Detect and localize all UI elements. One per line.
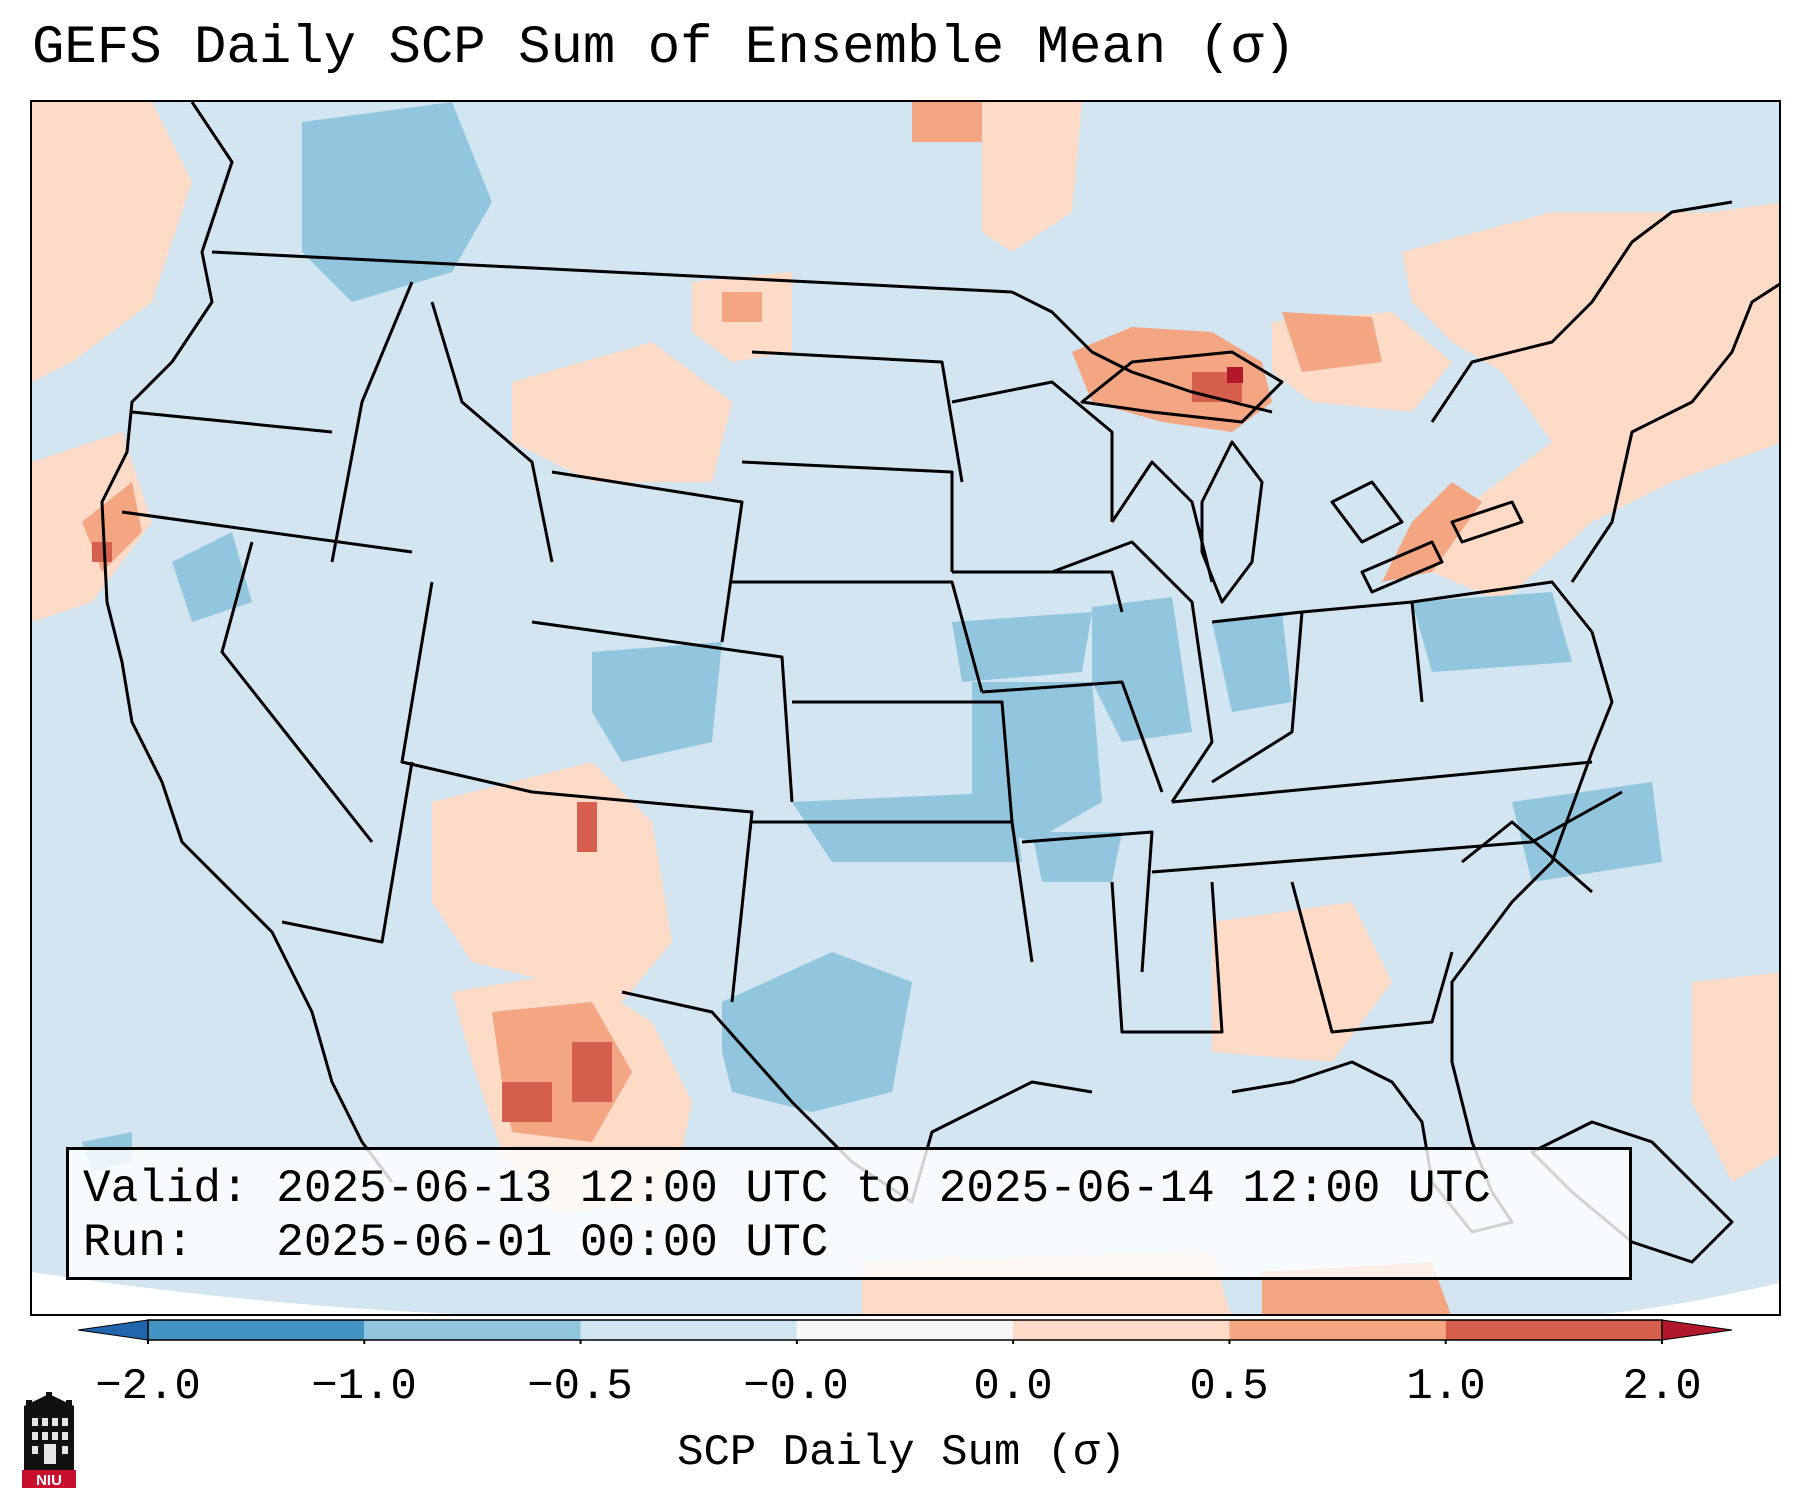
anomaly-moderate-montana bbox=[722, 292, 762, 322]
colorbar-tick: 1.0 bbox=[1406, 1362, 1486, 1412]
valid-time-text: Valid: 2025-06-13 12:00 UTC to 2025-06-1… bbox=[83, 1163, 1491, 1215]
canada-border-lakes bbox=[1011, 290, 1273, 414]
anomaly-positive-manitoba bbox=[982, 102, 1082, 252]
ohio-border bbox=[1301, 600, 1424, 703]
colorbar-segment bbox=[148, 1320, 365, 1340]
colorbar-segment bbox=[1229, 1320, 1446, 1340]
colorado-north-border bbox=[531, 620, 794, 803]
anomaly-positive-arizona bbox=[432, 762, 672, 1002]
lake-erie bbox=[1360, 540, 1444, 594]
colorbar-tick: 0.5 bbox=[1189, 1362, 1269, 1412]
mississippi-alabama-border bbox=[1110, 881, 1224, 1034]
washington-oregon-border bbox=[131, 410, 333, 434]
anomaly-max-lake-superior bbox=[1227, 367, 1243, 383]
anomaly-negative-oklahoma bbox=[792, 792, 1022, 862]
anomaly-negative-washington bbox=[302, 102, 492, 302]
colorbar-segments bbox=[77, 1319, 1733, 1344]
utah-border bbox=[400, 581, 533, 794]
pennsylvania-border bbox=[1411, 580, 1594, 633]
illinois-border bbox=[1051, 540, 1214, 803]
anomaly-positive-northeast bbox=[1402, 202, 1779, 602]
lake-michigan bbox=[1200, 440, 1264, 604]
colorbar-tick: −0.5 bbox=[527, 1362, 633, 1412]
minnesota-border bbox=[951, 380, 1114, 522]
colorbar-tick: 0.0 bbox=[973, 1362, 1053, 1412]
colorbar-tick: 2.0 bbox=[1622, 1362, 1702, 1412]
wyoming-borders bbox=[551, 470, 744, 643]
colorbar bbox=[77, 1319, 1733, 1344]
missouri-border bbox=[981, 680, 1164, 793]
colorbar-segment bbox=[1013, 1320, 1230, 1340]
anomaly-positive-atlantic bbox=[1692, 972, 1779, 1182]
north-dakota-border bbox=[751, 350, 964, 483]
georgia-border bbox=[1290, 881, 1454, 1034]
colorbar-over-triangle bbox=[1661, 1319, 1733, 1341]
anomaly-negative-pennsylvania bbox=[1412, 592, 1572, 672]
anomaly-positive-southeast bbox=[1212, 902, 1392, 1062]
anomaly-shading bbox=[32, 102, 1779, 1314]
st-lawrence bbox=[1430, 200, 1733, 423]
idaho-montana-border bbox=[430, 301, 554, 563]
anomaly-strong-mexico-2 bbox=[572, 1042, 612, 1102]
indiana-border bbox=[1211, 610, 1304, 784]
anomaly-moderate-north bbox=[912, 102, 982, 142]
south-dakota-border bbox=[741, 460, 954, 572]
tennessee-south-border bbox=[1151, 790, 1623, 874]
colorbar-tick: −1.0 bbox=[311, 1362, 417, 1412]
anomaly-strong-mexico-1 bbox=[502, 1082, 552, 1122]
lake-ontario bbox=[1450, 500, 1524, 544]
colorbar-label: SCP Daily Sum (σ) bbox=[677, 1428, 1126, 1478]
canada-border-west bbox=[211, 250, 1013, 294]
political-borders bbox=[100, 102, 1779, 1264]
anomaly-negative-atlantic-coast bbox=[1512, 782, 1662, 882]
pacific-coast bbox=[100, 102, 394, 1183]
anomaly-positive-wyoming bbox=[512, 342, 732, 482]
anomaly-negative-iowa bbox=[952, 612, 1092, 682]
colorbar-tick: −0.0 bbox=[743, 1362, 849, 1412]
northeast-coast bbox=[1570, 282, 1779, 583]
anomaly-negative-arkansas bbox=[1032, 832, 1122, 882]
niu-logo-text: NIU bbox=[36, 1472, 62, 1488]
oregon-south-border bbox=[121, 510, 413, 554]
new-mexico-border bbox=[531, 790, 754, 1003]
arkansas-border bbox=[1021, 830, 1154, 973]
anomaly-moderate-lake-ontario bbox=[1382, 482, 1482, 582]
anomaly-positive-pacific-north bbox=[32, 102, 192, 382]
niu-logo-icon: NIU bbox=[22, 1392, 76, 1488]
projection-edge-right bbox=[1604, 1282, 1779, 1314]
map-layer bbox=[32, 102, 1779, 1314]
anomaly-strong-new-mexico bbox=[577, 802, 597, 852]
colorbar-segment bbox=[580, 1320, 797, 1340]
colorbar-tick: −2.0 bbox=[95, 1362, 201, 1412]
anomaly-strong-pacific bbox=[92, 542, 112, 562]
tennessee-north-border bbox=[1171, 760, 1593, 804]
colorbar-under-triangle bbox=[77, 1319, 149, 1341]
california-nevada-border bbox=[220, 541, 374, 843]
anomaly-negative-colorado bbox=[592, 642, 722, 762]
carolina-border bbox=[1461, 820, 1593, 894]
anomaly-negative-texas bbox=[722, 952, 912, 1112]
anomaly-negative-illinois bbox=[1092, 597, 1192, 742]
oklahoma-border bbox=[752, 820, 1034, 963]
colorbar-segment bbox=[1445, 1320, 1662, 1340]
lake-superior bbox=[1080, 350, 1284, 424]
colorbar-segment bbox=[364, 1320, 581, 1340]
iowa-border bbox=[952, 570, 1124, 613]
anomaly-negative-indiana bbox=[1212, 612, 1292, 712]
colorbar-outline bbox=[147, 1319, 1663, 1341]
nebraska-border bbox=[732, 580, 984, 693]
run-time-text: Run: 2025-06-01 00:00 UTC bbox=[83, 1217, 829, 1269]
lake-huron bbox=[1330, 480, 1404, 544]
anomaly-negative-california bbox=[172, 532, 252, 622]
kansas-border bbox=[792, 700, 1014, 823]
map-title: GEFS Daily SCP Sum of Ensemble Mean (σ) bbox=[32, 18, 1296, 79]
valid-run-info-box: Valid: 2025-06-13 12:00 UTC to 2025-06-1… bbox=[66, 1147, 1632, 1280]
idaho-west-border bbox=[330, 281, 414, 563]
map-panel bbox=[30, 100, 1781, 1316]
colorbar-segment bbox=[796, 1320, 1014, 1340]
wisconsin-border bbox=[1110, 460, 1214, 583]
projection-edge-left bbox=[32, 1272, 456, 1314]
arizona-border bbox=[281, 761, 414, 944]
anomaly-moderate-ontario bbox=[1282, 312, 1382, 372]
